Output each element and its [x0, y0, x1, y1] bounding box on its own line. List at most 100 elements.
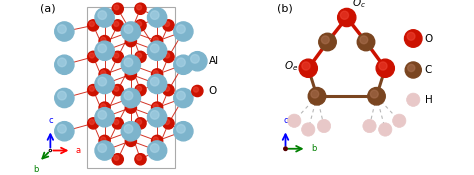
Circle shape [177, 25, 185, 33]
Circle shape [99, 69, 110, 80]
Circle shape [124, 25, 133, 33]
Circle shape [368, 88, 385, 105]
Circle shape [121, 122, 140, 141]
Circle shape [98, 11, 107, 19]
Circle shape [125, 102, 137, 113]
Circle shape [191, 55, 199, 63]
Circle shape [152, 36, 163, 47]
Circle shape [340, 11, 348, 19]
Circle shape [112, 118, 123, 129]
Circle shape [392, 114, 406, 127]
Circle shape [302, 62, 310, 70]
Text: C: C [425, 65, 432, 75]
Circle shape [147, 8, 167, 27]
Circle shape [135, 118, 146, 129]
Circle shape [177, 58, 185, 67]
Text: Al: Al [209, 56, 219, 66]
Circle shape [125, 69, 137, 80]
Circle shape [188, 52, 207, 71]
Circle shape [137, 120, 142, 124]
Circle shape [58, 91, 66, 100]
Circle shape [174, 22, 193, 41]
Circle shape [98, 144, 107, 152]
Circle shape [112, 20, 123, 31]
Circle shape [404, 30, 422, 47]
Circle shape [112, 154, 123, 165]
Circle shape [174, 55, 193, 74]
Circle shape [150, 77, 159, 86]
Circle shape [153, 71, 158, 75]
Circle shape [99, 36, 110, 47]
Circle shape [89, 120, 94, 124]
Circle shape [95, 141, 114, 160]
Circle shape [301, 123, 315, 136]
Text: $O_c$: $O_c$ [352, 0, 366, 10]
Circle shape [135, 51, 146, 62]
Circle shape [89, 53, 94, 58]
Circle shape [95, 41, 114, 60]
Circle shape [98, 44, 107, 53]
Circle shape [88, 118, 99, 129]
Circle shape [137, 22, 142, 26]
Circle shape [150, 144, 159, 152]
Circle shape [164, 53, 170, 58]
Circle shape [88, 51, 99, 62]
Text: b: b [311, 144, 316, 153]
Circle shape [318, 119, 331, 133]
Circle shape [152, 135, 163, 146]
Circle shape [100, 137, 106, 142]
Circle shape [121, 55, 140, 74]
Circle shape [114, 155, 119, 160]
Circle shape [99, 135, 110, 146]
Circle shape [100, 104, 106, 109]
Circle shape [114, 120, 119, 124]
Circle shape [137, 155, 142, 160]
Circle shape [98, 77, 107, 86]
Circle shape [163, 51, 174, 62]
Circle shape [319, 33, 336, 51]
Circle shape [147, 108, 167, 127]
Circle shape [127, 137, 132, 142]
Circle shape [152, 69, 163, 80]
Circle shape [125, 36, 137, 47]
Text: O: O [209, 86, 217, 96]
Circle shape [58, 25, 66, 33]
Circle shape [407, 93, 420, 106]
Circle shape [135, 85, 146, 96]
Circle shape [321, 36, 329, 44]
Circle shape [308, 88, 326, 105]
Circle shape [360, 36, 368, 44]
Circle shape [49, 149, 52, 152]
Circle shape [150, 44, 159, 53]
Circle shape [147, 41, 167, 60]
Circle shape [127, 37, 132, 42]
Circle shape [114, 53, 119, 58]
Circle shape [174, 88, 193, 108]
Circle shape [363, 119, 376, 133]
Circle shape [112, 51, 123, 62]
Circle shape [311, 90, 319, 98]
Circle shape [174, 122, 193, 141]
Circle shape [150, 111, 159, 119]
Circle shape [164, 22, 170, 26]
Circle shape [379, 123, 392, 136]
Text: $O_e$: $O_e$ [284, 60, 298, 73]
Circle shape [153, 104, 158, 109]
Circle shape [58, 125, 66, 133]
Circle shape [407, 32, 415, 40]
Circle shape [127, 71, 132, 75]
Circle shape [98, 111, 107, 119]
Circle shape [164, 120, 170, 124]
Circle shape [408, 64, 415, 72]
Circle shape [370, 90, 378, 98]
Circle shape [121, 22, 140, 41]
Circle shape [299, 59, 318, 77]
Circle shape [337, 8, 356, 27]
Circle shape [177, 125, 185, 133]
Circle shape [152, 102, 163, 113]
Circle shape [88, 85, 99, 96]
Circle shape [95, 8, 114, 27]
Circle shape [150, 11, 159, 19]
Circle shape [124, 125, 133, 133]
Circle shape [100, 71, 106, 75]
